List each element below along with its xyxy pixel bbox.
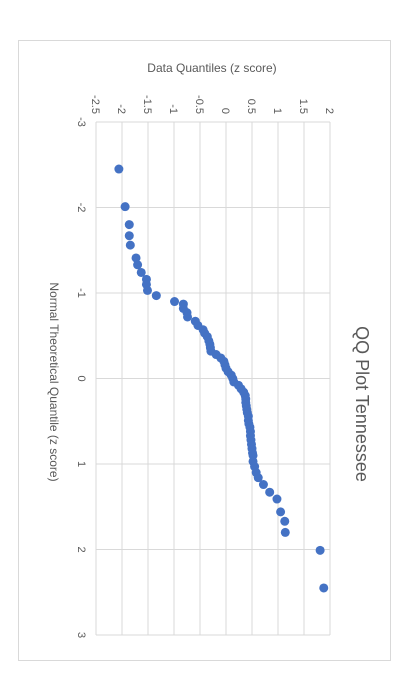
data-point: [136, 267, 146, 277]
data-point: [319, 583, 329, 593]
data-point: [170, 297, 180, 307]
data-point: [124, 220, 134, 230]
data-points: [114, 164, 329, 593]
x-tick-label: -3: [75, 117, 87, 127]
x-tick-label: -1: [75, 288, 87, 298]
data-point: [183, 312, 193, 322]
data-point: [280, 527, 290, 537]
x-tick-label: -2: [75, 203, 87, 213]
x-axis-label: Normal Theoretical Quantile (z score): [47, 282, 61, 481]
data-point: [272, 494, 282, 504]
y-tick-label: 1: [271, 108, 283, 114]
data-point: [131, 253, 141, 263]
y-tick-label: -2.5: [89, 95, 101, 114]
data-point: [280, 516, 290, 526]
x-tick-label: 0: [75, 375, 87, 381]
x-tick-label: 1: [75, 461, 87, 467]
chart-title: QQ Plot Tennessee: [352, 326, 372, 482]
y-tick-label: -1: [167, 104, 179, 114]
y-tick-label: -1.5: [141, 95, 153, 114]
data-point: [258, 480, 268, 490]
data-point: [253, 473, 263, 483]
x-tick-label: 2: [75, 546, 87, 552]
data-point: [114, 164, 124, 174]
y-tick-label: 0.5: [245, 99, 257, 114]
x-tick-label: 3: [75, 632, 87, 638]
data-point: [120, 202, 130, 212]
data-point: [151, 291, 161, 301]
tick-labels: -2.5 -2 -1.5 -1 -0.5 0 0.5 1 1.5 2 -3 -2 -1 0 1 2 3: [75, 95, 335, 638]
y-tick-label: -2: [115, 104, 127, 114]
data-point: [276, 507, 286, 517]
data-point: [125, 240, 135, 250]
y-axis-label: Data Quantiles (z score): [147, 61, 276, 75]
gridlines: [95, 121, 331, 636]
y-tick-label: -0.5: [193, 95, 205, 114]
data-point: [265, 487, 275, 497]
data-point: [315, 545, 325, 555]
data-point: [142, 285, 152, 295]
y-tick-label: 1.5: [297, 99, 309, 114]
data-point: [124, 231, 134, 241]
y-tick-label: 0: [219, 108, 231, 114]
data-point: [133, 260, 143, 270]
y-tick-label: 2: [323, 108, 335, 114]
chart-border: [18, 40, 391, 661]
